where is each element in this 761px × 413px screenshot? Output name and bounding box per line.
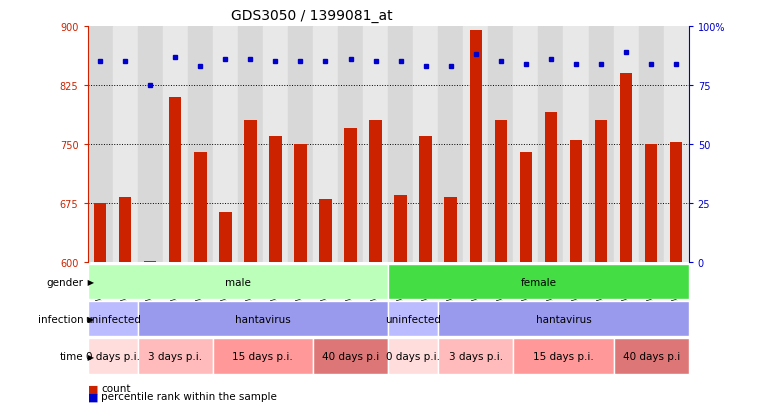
Bar [664,27,689,262]
Bar [438,27,463,262]
Bar [163,27,188,262]
Bar [619,74,632,262]
Bar [363,27,388,262]
Bar [438,301,689,337]
Bar [194,152,206,262]
Bar [138,27,163,262]
Bar [144,261,157,262]
Bar [545,113,557,262]
Bar [613,339,689,374]
Bar [638,27,664,262]
Bar [489,27,514,262]
Text: count: count [101,383,131,393]
Bar [514,27,539,262]
Text: uninfected: uninfected [385,314,441,324]
Text: 0 days p.i.: 0 days p.i. [386,351,440,361]
Bar [219,213,231,262]
Text: percentile rank within the sample: percentile rank within the sample [101,392,277,401]
Bar [520,152,532,262]
Bar [319,199,332,262]
Bar [588,27,613,262]
Bar [113,27,138,262]
Bar [269,137,282,262]
Bar [645,145,658,262]
Bar [563,27,588,262]
Text: 3 days p.i.: 3 days p.i. [449,351,503,361]
Bar [419,137,432,262]
Bar [388,27,413,262]
Bar [138,301,388,337]
Bar [88,339,138,374]
Text: female: female [521,277,556,287]
Bar [514,339,613,374]
Text: 40 days p.i: 40 days p.i [322,351,379,361]
Text: GDS3050 / 1399081_at: GDS3050 / 1399081_at [231,9,393,23]
Bar [237,27,263,262]
Text: time: time [60,351,84,361]
Text: 15 days p.i.: 15 days p.i. [233,351,293,361]
Bar [213,27,238,262]
Bar [495,121,507,262]
Bar [388,301,438,337]
Text: 15 days p.i.: 15 days p.i. [533,351,594,361]
Bar [188,27,213,262]
Text: ■: ■ [88,383,98,393]
Bar [263,27,288,262]
Text: ▶: ▶ [85,352,94,361]
Bar [670,143,683,262]
Bar [138,339,213,374]
Bar [613,27,638,262]
Text: 40 days p.i: 40 days p.i [622,351,680,361]
Text: ▶: ▶ [85,278,94,286]
Bar [119,197,132,262]
Text: uninfected: uninfected [84,314,141,324]
Bar [438,339,514,374]
Bar [413,27,438,262]
Text: hantavirus: hantavirus [536,314,591,324]
Bar [470,31,482,262]
Bar [444,197,457,262]
Text: 0 days p.i.: 0 days p.i. [85,351,139,361]
Text: infection: infection [38,314,84,324]
Bar [169,97,181,262]
Bar [388,264,689,299]
Text: 3 days p.i.: 3 days p.i. [148,351,202,361]
Text: hantavirus: hantavirus [235,314,291,324]
Text: ▶: ▶ [85,315,94,323]
Bar [213,339,313,374]
Bar [388,339,438,374]
Bar [88,301,138,337]
Bar [344,129,357,262]
Bar [570,140,582,262]
Text: ■: ■ [88,392,98,401]
Bar [244,121,256,262]
Text: male: male [224,277,251,287]
Bar [94,204,107,262]
Bar [394,196,407,262]
Bar [313,27,338,262]
Bar [539,27,563,262]
Bar [288,27,313,262]
Bar [88,27,113,262]
Bar [295,145,307,262]
Bar [463,27,489,262]
Bar [595,121,607,262]
Bar [338,27,363,262]
Bar [369,121,382,262]
Bar [313,339,388,374]
Bar [88,264,388,299]
Text: gender: gender [46,277,84,287]
